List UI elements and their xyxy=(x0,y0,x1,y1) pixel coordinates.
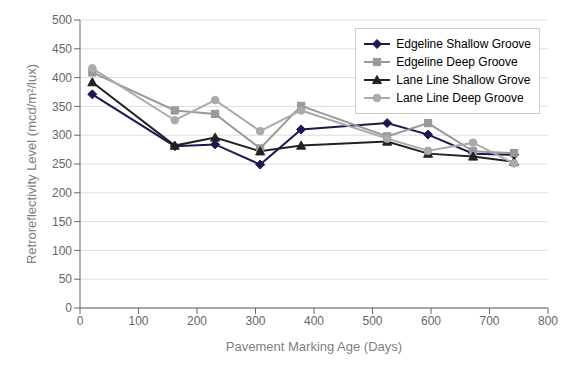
svg-text:800: 800 xyxy=(538,314,558,328)
svg-text:Retroreflectivity Level (mcd/m: Retroreflectivity Level (mcd/m²/lux) xyxy=(24,64,39,264)
svg-text:350: 350 xyxy=(52,100,72,114)
svg-text:0: 0 xyxy=(65,301,72,315)
svg-text:250: 250 xyxy=(52,157,72,171)
svg-text:600: 600 xyxy=(421,314,441,328)
svg-text:200: 200 xyxy=(52,186,72,200)
svg-text:0: 0 xyxy=(77,314,84,328)
svg-text:300: 300 xyxy=(245,314,265,328)
svg-text:500: 500 xyxy=(52,13,72,27)
svg-text:500: 500 xyxy=(362,314,382,328)
html-text:Lane Line Shallow Grove: Lane Line Shallow Grove xyxy=(396,73,531,87)
svg-text:50: 50 xyxy=(59,272,73,286)
html-text:Edgeline Deep Groove: Edgeline Deep Groove xyxy=(396,55,518,69)
svg-text:450: 450 xyxy=(52,42,72,56)
html-text:Edgeline Shallow Groove: Edgeline Shallow Groove xyxy=(396,37,531,51)
svg-text:400: 400 xyxy=(52,71,72,85)
svg-text:700: 700 xyxy=(479,314,499,328)
svg-text:300: 300 xyxy=(52,128,72,142)
svg-text:100: 100 xyxy=(52,244,72,258)
svg-text:100: 100 xyxy=(128,314,148,328)
svg-text:150: 150 xyxy=(52,215,72,229)
html-text:Lane Line Deep Groove: Lane Line Deep Groove xyxy=(396,91,524,105)
svg-text:400: 400 xyxy=(304,314,324,328)
svg-text:Pavement Marking Age (Days): Pavement Marking Age (Days) xyxy=(226,339,402,354)
svg-text:200: 200 xyxy=(187,314,207,328)
